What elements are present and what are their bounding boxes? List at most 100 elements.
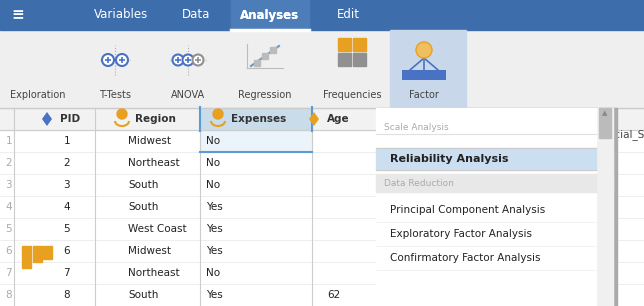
Text: 7: 7 (63, 268, 70, 278)
Text: 2: 2 (63, 158, 70, 168)
Text: Data: Data (182, 9, 210, 21)
Bar (0, 240, 644, 262)
Text: Region: Region (135, 114, 176, 124)
Bar (22, 246, 31, 268)
Text: Yes: Yes (206, 290, 223, 300)
Bar (200, 108, 312, 130)
Circle shape (116, 54, 128, 66)
Circle shape (213, 109, 223, 119)
Circle shape (416, 42, 432, 58)
Text: Reliability Analysis: Reliability Analysis (390, 154, 509, 164)
Circle shape (193, 54, 204, 65)
Text: 4: 4 (5, 202, 12, 212)
Text: Analyses: Analyses (240, 9, 299, 21)
Text: 5: 5 (5, 224, 12, 234)
Text: 6: 6 (5, 246, 12, 256)
Bar (0, 130, 644, 152)
Text: Scale Analysis: Scale Analysis (384, 124, 449, 132)
Text: ▲: ▲ (602, 110, 608, 116)
Text: Midwest: Midwest (128, 246, 171, 256)
Bar (0, 284, 644, 306)
Polygon shape (309, 112, 319, 126)
Text: Data Reduction: Data Reduction (384, 178, 454, 188)
Text: 62: 62 (327, 290, 340, 300)
Bar (402, 70, 418, 80)
Bar (376, 148, 613, 170)
Text: Edit: Edit (337, 9, 359, 21)
Text: Exploration: Exploration (10, 90, 66, 100)
Text: Yes: Yes (206, 246, 223, 256)
Text: PID: PID (60, 114, 80, 124)
Text: Yes: Yes (206, 202, 223, 212)
Text: 6: 6 (63, 246, 70, 256)
Bar (0, 108, 644, 306)
Bar (0, 108, 644, 130)
Text: Exploratory Factor Analysis: Exploratory Factor Analysis (390, 229, 532, 239)
Circle shape (173, 54, 184, 65)
Circle shape (102, 54, 114, 66)
Bar (0, 218, 644, 240)
Bar (353, 53, 366, 66)
Text: Variables: Variables (94, 9, 148, 21)
Bar (376, 108, 613, 306)
Bar (231, 0, 309, 30)
Bar (0, 152, 644, 174)
Text: South: South (128, 180, 158, 190)
Text: No: No (206, 268, 220, 278)
Text: 3: 3 (63, 180, 70, 190)
Text: West Coast: West Coast (128, 224, 187, 234)
Text: South: South (128, 202, 158, 212)
Text: Age: Age (327, 114, 350, 124)
Bar (33, 246, 42, 262)
Text: 2: 2 (5, 158, 12, 168)
Text: South: South (128, 290, 158, 300)
Text: 7: 7 (5, 268, 12, 278)
Text: 4: 4 (63, 202, 70, 212)
Text: Northeast: Northeast (128, 158, 180, 168)
Text: Expenses: Expenses (231, 114, 286, 124)
Bar (338, 38, 351, 51)
Text: ANOVA: ANOVA (171, 90, 205, 100)
Bar (0, 262, 644, 284)
Bar (353, 38, 366, 51)
Text: Analyses: Analyses (240, 9, 299, 21)
Text: 3: 3 (5, 180, 12, 190)
Text: ocial_S: ocial_S (608, 129, 644, 140)
Bar (0, 174, 644, 196)
Bar (376, 174, 613, 192)
Bar (390, 30, 466, 108)
Text: Confirmatory Factor Analysis: Confirmatory Factor Analysis (390, 253, 540, 263)
Text: Midwest: Midwest (128, 136, 171, 146)
Text: 5: 5 (392, 290, 399, 300)
Text: Factor: Factor (409, 90, 439, 100)
Bar (338, 53, 351, 66)
Polygon shape (42, 112, 52, 126)
Text: ≡: ≡ (12, 8, 24, 23)
Text: T-Tests: T-Tests (99, 90, 131, 100)
Bar (43, 246, 52, 259)
Bar (0, 0, 644, 30)
Bar (200, 130, 312, 152)
Bar (378, 108, 617, 306)
Text: 8: 8 (63, 290, 70, 300)
Text: No: No (206, 180, 220, 190)
Bar (416, 70, 432, 80)
Text: Principal Component Analysis: Principal Component Analysis (390, 205, 545, 215)
Text: 5: 5 (63, 224, 70, 234)
Bar (599, 108, 611, 138)
Bar (430, 70, 446, 80)
Bar (0, 196, 644, 218)
Text: No: No (206, 158, 220, 168)
Text: Frequencies: Frequencies (323, 90, 381, 100)
Text: Northeast: Northeast (128, 268, 180, 278)
Circle shape (117, 109, 127, 119)
Text: Yes: Yes (206, 224, 223, 234)
Text: No: No (206, 136, 220, 146)
Text: 8: 8 (5, 290, 12, 300)
Circle shape (182, 54, 193, 65)
Bar (0, 30, 644, 108)
Text: 1: 1 (5, 136, 12, 146)
Text: Regression: Regression (238, 90, 292, 100)
Bar (597, 108, 613, 306)
Text: 1: 1 (63, 136, 70, 146)
